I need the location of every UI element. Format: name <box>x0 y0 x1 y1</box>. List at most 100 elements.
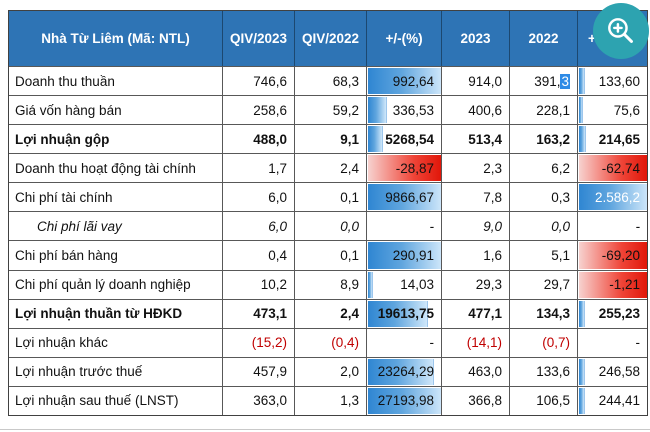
row-label[interactable]: Chi phí bán hàng <box>15 248 118 263</box>
cell[interactable]: 133,6 <box>509 357 577 386</box>
cell[interactable]: 5,1 <box>509 241 577 270</box>
cell[interactable]: 6,0 <box>222 212 294 241</box>
zoom-in-button[interactable] <box>593 3 649 59</box>
cell[interactable]: 366,8 <box>441 386 509 415</box>
cell[interactable]: (0,7) <box>509 328 577 357</box>
cell[interactable]: 59,2 <box>294 96 366 125</box>
cell[interactable]: 914,0 <box>441 67 509 96</box>
row-label[interactable]: Lợi nhuận sau thuế (LNST) <box>15 393 179 409</box>
table-row: Lợi nhuận trước thuế 457,9 2,0 23264,29 463,… <box>9 356 647 386</box>
cell[interactable]: 473,1 <box>222 299 294 328</box>
cell[interactable]: 1,7 <box>222 154 294 183</box>
cell[interactable]: 2,4 <box>294 154 366 183</box>
row-label[interactable]: Giá vốn hàng bán <box>15 102 122 118</box>
cell[interactable]: 746,6 <box>222 67 294 96</box>
cell[interactable]: 0,1 <box>294 241 366 270</box>
cell[interactable]: 246,58 <box>577 357 647 386</box>
cell[interactable]: 255,23 <box>577 299 647 328</box>
blue-data-bar <box>368 300 429 327</box>
cell[interactable]: 457,9 <box>222 357 294 386</box>
cell-value: 463,0 <box>468 364 502 380</box>
cell[interactable]: 6,2 <box>509 154 577 183</box>
header-col-0[interactable]: QIV/2023 <box>222 11 294 66</box>
cell[interactable]: 9,0 <box>441 212 509 241</box>
cell[interactable]: 513,4 <box>441 125 509 154</box>
header-col-5[interactable]: + <box>577 11 647 66</box>
cell[interactable]: 228,1 <box>509 96 577 125</box>
row-label[interactable]: Lợi nhuận thuần từ HĐKD <box>15 306 183 322</box>
row-label[interactable]: Lợi nhuận trước thuế <box>15 364 143 380</box>
cell[interactable]: 9866,67 <box>366 183 441 212</box>
row-label[interactable]: Chi phí quản lý doanh nghiệp <box>15 277 191 293</box>
cell[interactable]: 400,6 <box>441 96 509 125</box>
cell[interactable]: 9,1 <box>294 125 366 154</box>
cell[interactable]: 2.586,2 <box>577 183 647 212</box>
cell[interactable]: -1,21 <box>577 270 647 299</box>
cell[interactable]: - <box>366 328 441 357</box>
cell[interactable]: 29,7 <box>509 270 577 299</box>
row-label[interactable]: Lợi nhuận gộp <box>15 131 110 147</box>
cell[interactable]: 463,0 <box>441 357 509 386</box>
cell-value: 214,65 <box>598 131 640 147</box>
cell[interactable]: 214,65 <box>577 125 647 154</box>
header-col-1[interactable]: QIV/2022 <box>294 11 366 66</box>
red-data-bar <box>579 242 647 269</box>
cell[interactable]: 290,91 <box>366 241 441 270</box>
row-label[interactable]: Doanh thu hoạt động tài chính <box>15 160 196 176</box>
cell[interactable]: 27193,98 <box>366 386 441 415</box>
cell[interactable]: 106,5 <box>509 386 577 415</box>
row-label[interactable]: Chi phí tài chính <box>15 189 113 205</box>
cell[interactable]: 391,3 <box>509 67 577 96</box>
cell[interactable]: -69,20 <box>577 241 647 270</box>
cell[interactable]: 163,2 <box>509 125 577 154</box>
cell[interactable]: 363,0 <box>222 386 294 415</box>
row-label[interactable]: Lợi nhuận khác <box>15 335 108 351</box>
cell[interactable]: 244,41 <box>577 386 647 415</box>
cell-value: 0,4 <box>268 248 287 263</box>
cell[interactable]: - <box>577 212 647 241</box>
cell[interactable]: 2,0 <box>294 357 366 386</box>
header-company-title[interactable]: Nhà Từ Liêm (Mã: NTL) <box>41 31 190 46</box>
cell[interactable]: 14,03 <box>366 270 441 299</box>
cell[interactable]: 477,1 <box>441 299 509 328</box>
cell[interactable]: 29,3 <box>441 270 509 299</box>
cell[interactable]: 258,6 <box>222 96 294 125</box>
cell[interactable]: 8,9 <box>294 270 366 299</box>
cell[interactable]: - <box>577 328 647 357</box>
cell[interactable]: 75,6 <box>577 96 647 125</box>
cell[interactable]: - <box>366 212 441 241</box>
cell[interactable]: 0,1 <box>294 183 366 212</box>
cell[interactable]: (15,2) <box>222 328 294 357</box>
cell[interactable]: 0,0 <box>509 212 577 241</box>
cell[interactable]: 0,0 <box>294 212 366 241</box>
cell[interactable]: (0,4) <box>294 328 366 357</box>
cell[interactable]: 336,53 <box>366 96 441 125</box>
cell[interactable]: 10,2 <box>222 270 294 299</box>
header-col-2[interactable]: +/-(%) <box>366 11 441 66</box>
row-label[interactable]: Chi phí lãi vay <box>37 218 122 234</box>
cell[interactable]: 19613,75 <box>366 299 441 328</box>
cell[interactable]: 1,3 <box>294 386 366 415</box>
cell[interactable]: 2,3 <box>441 154 509 183</box>
cell[interactable]: -28,87 <box>366 154 441 183</box>
cell[interactable]: (14,1) <box>441 328 509 357</box>
cell[interactable]: 488,0 <box>222 125 294 154</box>
cell[interactable]: -62,74 <box>577 154 647 183</box>
cell[interactable]: 134,3 <box>509 299 577 328</box>
cell[interactable]: 6,0 <box>222 183 294 212</box>
cell[interactable]: 0,4 <box>222 241 294 270</box>
cell[interactable]: 68,3 <box>294 67 366 96</box>
cell[interactable]: 992,64 <box>366 67 441 96</box>
cell[interactable]: 23264,29 <box>366 357 441 386</box>
header-col-4[interactable]: 2022 <box>509 11 577 66</box>
row-label[interactable]: Doanh thu thuần <box>15 73 115 89</box>
cell[interactable]: 7,8 <box>441 183 509 212</box>
header-col-3[interactable]: 2023 <box>441 11 509 66</box>
cell[interactable]: 133,60 <box>577 67 647 96</box>
cell[interactable]: 1,6 <box>441 241 509 270</box>
cell[interactable]: 2,4 <box>294 299 366 328</box>
blue-data-bar <box>368 126 384 153</box>
cell[interactable]: 5268,54 <box>366 125 441 154</box>
cell[interactable]: 0,3 <box>509 183 577 212</box>
cell-value: -69,20 <box>601 248 640 263</box>
